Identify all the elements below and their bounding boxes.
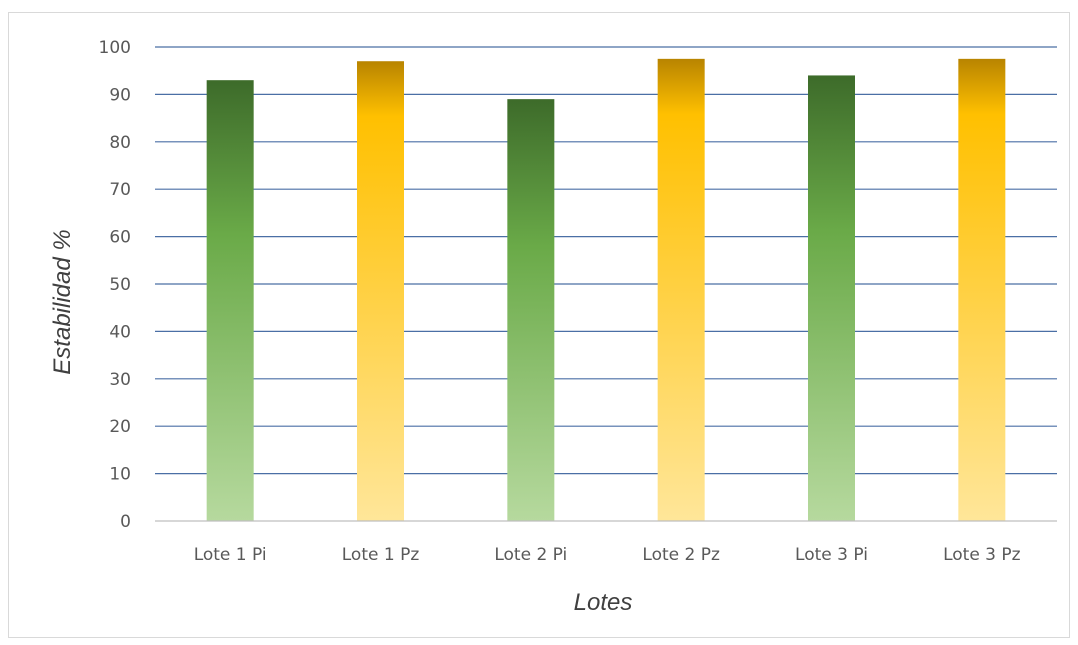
bar-lote-1-pz [357, 61, 404, 521]
x-tick-label: Lote 3 Pz [943, 545, 1021, 565]
x-tick-label: Lote 1 Pz [342, 545, 420, 565]
gridlines [155, 46, 1057, 475]
bar-lote-3-pi [808, 75, 855, 521]
y-tick-label: 60 [109, 228, 131, 248]
x-tick-label: Lote 3 Pi [795, 545, 868, 565]
y-tick-label: 40 [109, 322, 131, 342]
bars [206, 58, 1006, 522]
bar-lote-3-pz [958, 58, 1006, 521]
bar-lote-1-pi [206, 80, 254, 522]
bar-lote-2-pz [657, 58, 705, 521]
x-axis-ticks: Lote 1 Pi Lote 1 Pz Lote 2 Pi Lote 2 Pz Lote… [194, 545, 1021, 565]
x-tick-label: Lote 2 Pi [494, 545, 567, 565]
y-tick-label: 0 [120, 512, 131, 532]
y-tick-label: 80 [109, 133, 131, 153]
y-axis-title: Estabilidad % [49, 229, 76, 374]
y-tick-label: 100 [99, 38, 131, 58]
y-axis-ticks: 0 10 20 30 40 50 60 70 80 90 100 [99, 38, 131, 532]
y-tick-label: 50 [109, 275, 131, 295]
y-tick-label: 90 [109, 85, 131, 105]
bar-lote-2-pi [507, 99, 555, 521]
y-tick-label: 20 [109, 417, 131, 437]
x-tick-label: Lote 2 Pz [642, 545, 720, 565]
y-tick-label: 10 [109, 465, 131, 485]
x-tick-label: Lote 1 Pi [194, 545, 267, 565]
x-axis-title: Lotes [574, 589, 633, 616]
y-tick-label: 30 [109, 370, 131, 390]
y-tick-label: 70 [109, 180, 131, 200]
